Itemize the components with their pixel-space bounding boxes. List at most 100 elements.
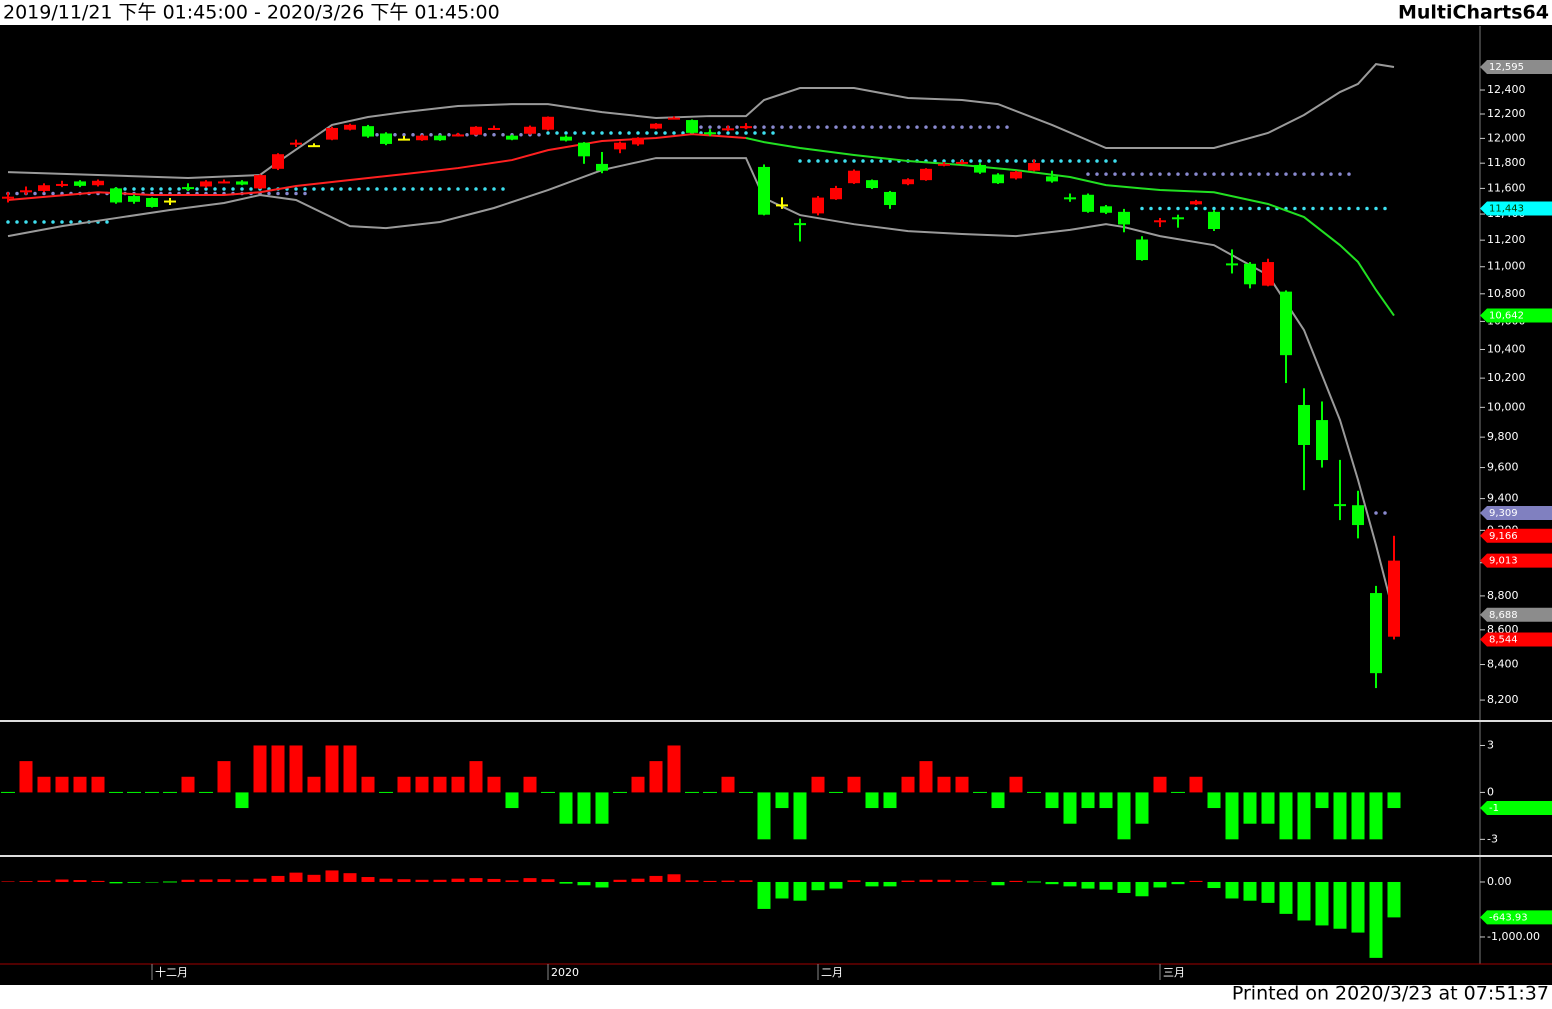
bar <box>1009 880 1023 882</box>
bar <box>199 791 213 793</box>
bar <box>397 879 411 882</box>
bar <box>1099 792 1113 809</box>
y-tick-label: 8,400 <box>1487 658 1519 671</box>
bar <box>649 875 663 882</box>
bar <box>217 879 231 882</box>
y-tick-label: -1,000.00 <box>1487 930 1540 943</box>
bar <box>1297 792 1311 840</box>
value-marker <box>1480 910 1552 925</box>
bar <box>1279 881 1293 914</box>
bar <box>55 879 69 882</box>
x-tick-label: 2020 <box>551 966 579 979</box>
bar <box>1387 881 1401 918</box>
bar <box>37 776 51 793</box>
bar <box>415 879 429 882</box>
bar <box>991 792 1005 809</box>
bar <box>1045 881 1059 885</box>
bar <box>739 880 753 882</box>
bar <box>559 792 573 824</box>
bar <box>1279 792 1293 840</box>
bar <box>163 881 177 883</box>
bar <box>1135 881 1149 897</box>
candle-body <box>470 126 482 135</box>
bar <box>235 879 249 882</box>
y-tick-label: 9,600 <box>1487 461 1519 474</box>
bar <box>1099 881 1113 890</box>
bar <box>577 881 591 886</box>
candle-body <box>146 197 158 207</box>
candle-body <box>272 154 284 169</box>
candle-body <box>704 132 716 135</box>
bar <box>793 881 807 901</box>
bar <box>181 879 195 882</box>
candle-body <box>326 127 338 140</box>
bar <box>379 791 393 793</box>
bar <box>955 776 969 793</box>
print-stamp: Printed on 2020/3/23 at 07:51:37 <box>1232 983 1549 1005</box>
bar <box>55 776 69 793</box>
bar <box>73 880 87 882</box>
bar <box>1081 792 1095 809</box>
candle-body <box>164 200 176 203</box>
candle-body <box>596 163 608 171</box>
bar <box>397 776 411 793</box>
y-tick-label: 11,600 <box>1487 181 1526 194</box>
value-marker-label: 9,013 <box>1489 556 1518 567</box>
value-marker-label: 9,309 <box>1489 508 1518 519</box>
bar <box>865 881 879 887</box>
candle-body <box>992 174 1004 184</box>
candle-body <box>1370 593 1382 674</box>
bar <box>1315 792 1329 809</box>
bar <box>631 878 645 882</box>
app-name: MultiCharts64 <box>1398 2 1549 24</box>
bar <box>1189 880 1203 882</box>
bar <box>487 878 501 882</box>
bar <box>379 878 393 882</box>
bar <box>523 776 537 793</box>
bar <box>1027 881 1041 883</box>
bar <box>1153 776 1167 793</box>
bar <box>1225 881 1239 899</box>
y-tick-label: 3 <box>1487 738 1494 751</box>
y-tick-label: 10,200 <box>1487 371 1526 384</box>
bar <box>1351 881 1365 933</box>
candle-body <box>398 138 410 141</box>
y-tick-label: 12,000 <box>1487 131 1526 144</box>
candle-body <box>488 127 500 130</box>
bar <box>775 792 789 809</box>
bar <box>1027 791 1041 793</box>
bar <box>595 792 609 824</box>
candle-body <box>1208 211 1220 230</box>
candle-body <box>434 135 446 141</box>
bar <box>1315 881 1329 926</box>
bar <box>469 878 483 882</box>
candle-body <box>1388 560 1400 637</box>
candle-body <box>794 223 806 226</box>
y-tick-label: -3 <box>1487 832 1498 845</box>
y-tick-label: 10,400 <box>1487 342 1526 355</box>
bar <box>1243 881 1257 901</box>
bar <box>919 879 933 882</box>
bar <box>667 745 681 793</box>
bar <box>1207 881 1221 889</box>
bar <box>109 881 123 884</box>
x-tick-label: 二月 <box>821 966 843 979</box>
candle-body <box>830 188 842 200</box>
bar <box>649 761 663 793</box>
bar <box>505 880 519 882</box>
bar <box>1225 792 1239 840</box>
bar <box>289 872 303 882</box>
candle-body <box>1010 171 1022 179</box>
bar <box>775 881 789 899</box>
candle-body <box>1154 220 1166 223</box>
candle-body <box>92 180 104 186</box>
value-marker <box>1480 632 1552 647</box>
value-marker-label: 11,443 <box>1489 203 1524 214</box>
candle-body <box>776 204 788 207</box>
value-marker <box>1480 308 1552 323</box>
candle-body <box>236 181 248 185</box>
candle-body <box>380 133 392 144</box>
y-tick-label: 10,800 <box>1487 287 1526 300</box>
y-tick-label: 0 <box>1487 785 1494 798</box>
candle-body <box>110 188 122 203</box>
